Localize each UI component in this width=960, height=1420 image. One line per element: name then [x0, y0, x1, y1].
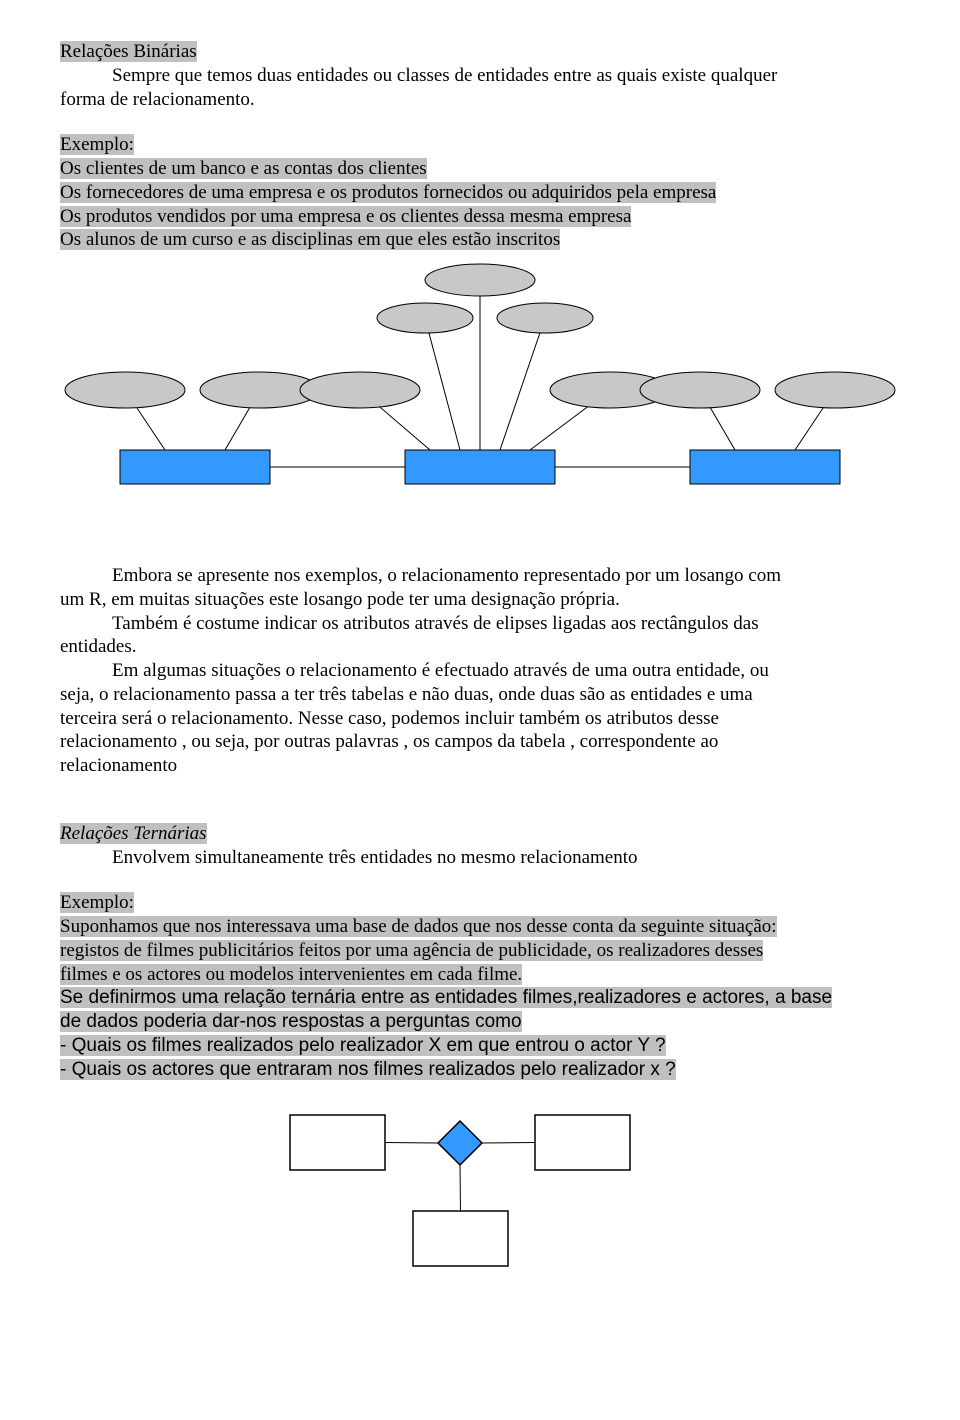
- para2-l5: Em algumas situações o relacionamento é …: [60, 659, 900, 683]
- para2-l1: Embora se apresente nos exemplos, o rela…: [60, 564, 900, 588]
- section2-l5: de dados poderia dar-nos respostas a per…: [60, 1011, 522, 1032]
- section1-ex4: Os alunos de um curso e as disciplinas e…: [60, 229, 560, 250]
- section2-l2: registos de filmes publicitários feitos …: [60, 940, 763, 961]
- para2-l6: seja, o relacionamento passa a ter três …: [60, 683, 900, 707]
- para2-l7: terceira será o relacionamento. Nesse ca…: [60, 707, 900, 731]
- section2-l7: - Quais os actores que entraram nos film…: [60, 1059, 676, 1080]
- para2-l8: relacionamento , ou seja, por outras pal…: [60, 730, 900, 754]
- para2-l3: Também é costume indicar os atributos at…: [60, 612, 900, 636]
- section1-ex3: Os produtos vendidos por uma empresa e o…: [60, 206, 631, 227]
- section1-intro-l1: Sempre que temos duas entidades ou class…: [60, 64, 900, 88]
- section1-ex2: Os fornecedores de uma empresa e os prod…: [60, 182, 716, 203]
- para2-l9: relacionamento: [60, 754, 900, 778]
- section1-exemplo-label: Exemplo:: [60, 134, 134, 155]
- para2-l2: um R, em muitas situações este losango p…: [60, 588, 900, 612]
- section2-l3: filmes e os actores ou modelos interveni…: [60, 964, 522, 985]
- section2-title: Relações Ternárias: [60, 823, 207, 844]
- section1-ex1: Os clientes de um banco e as contas dos …: [60, 158, 427, 179]
- section1-title: Relações Binárias: [60, 41, 197, 62]
- er-diagram-1: [60, 260, 900, 520]
- section2-l6: - Quais os filmes realizados pelo realiz…: [60, 1035, 666, 1056]
- section2-l1: Suponhamos que nos interessava uma base …: [60, 916, 777, 937]
- section1-intro-l2: forma de relacionamento.: [60, 88, 900, 112]
- section2-l4: Se definirmos uma relação ternária entre…: [60, 987, 832, 1008]
- section2-exemplo-label: Exemplo:: [60, 892, 134, 913]
- para2-l4: entidades.: [60, 635, 900, 659]
- er-diagram-2: [260, 1103, 900, 1273]
- section2-intro: Envolvem simultaneamente três entidades …: [60, 846, 900, 870]
